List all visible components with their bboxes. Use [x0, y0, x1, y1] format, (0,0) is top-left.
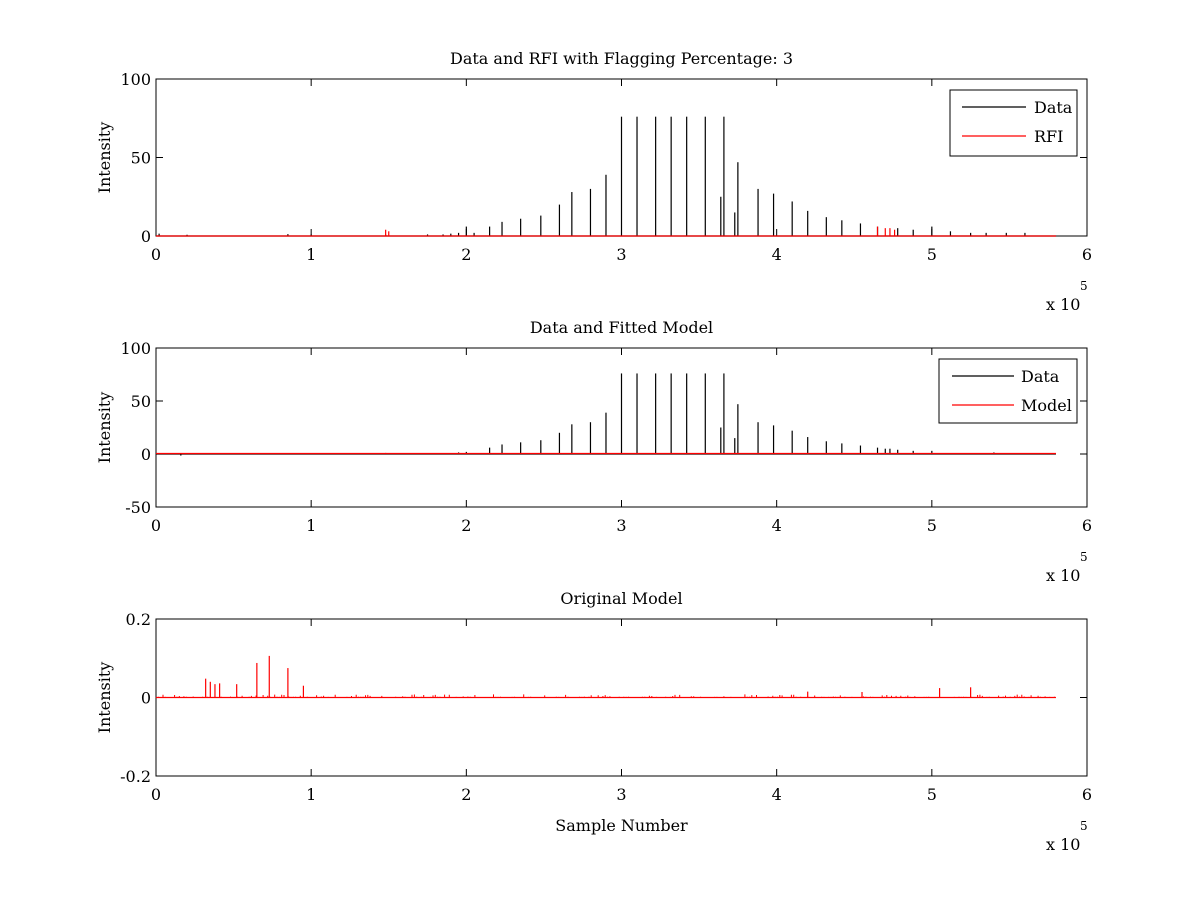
- legend-entry: Data: [1021, 367, 1060, 386]
- legend: Data RFI: [949, 89, 1078, 157]
- x-axis-label: Sample Number: [555, 816, 688, 835]
- subplot-3: Original Model Intensity Sample Number 0 1 2 3…: [95, 589, 1092, 854]
- x-multiplier-exponent: 5: [1080, 819, 1088, 833]
- x-tick-label: 3: [616, 516, 626, 535]
- x-tick-label: 4: [772, 245, 782, 264]
- series-rfi: [156, 226, 1056, 237]
- y-tick-label: 50: [131, 149, 151, 168]
- x-tick-label: 2: [461, 785, 471, 804]
- x-multiplier: x 10: [1046, 835, 1080, 854]
- x-tick-label: 6: [1082, 245, 1092, 264]
- series-noise: [155, 694, 1055, 698]
- y-axis-label: Intensity: [95, 662, 114, 734]
- subplot-2: Data and Fitted Model Intensity 0 1 2 3 4 5 6 -50…: [95, 318, 1092, 585]
- x-tick-label: 5: [927, 245, 937, 264]
- chart-title: Data and Fitted Model: [530, 318, 713, 337]
- x-tick-label: 1: [306, 785, 316, 804]
- x-tick-label: 1: [306, 516, 316, 535]
- y-tick-label: 0: [141, 227, 151, 246]
- x-tick-label: 2: [461, 245, 471, 264]
- y-tick-label: 0.2: [126, 610, 151, 629]
- legend-box: [938, 358, 1078, 424]
- x-tick-label: 6: [1082, 785, 1092, 804]
- x-tick-label: 2: [461, 516, 471, 535]
- y-tick-label: 50: [131, 392, 151, 411]
- legend: Data Model: [938, 358, 1078, 424]
- y-tick-label: -0.2: [120, 767, 151, 786]
- legend-entry: Model: [1021, 396, 1072, 415]
- x-tick-label: 4: [772, 516, 782, 535]
- legend-entry: Data: [1034, 98, 1073, 117]
- y-tick-label: 0: [141, 689, 151, 708]
- y-tick-label: -50: [125, 498, 151, 517]
- x-tick-label: 6: [1082, 516, 1092, 535]
- legend-box: [949, 89, 1078, 157]
- x-tick-label: 4: [772, 785, 782, 804]
- x-tick-label: 5: [927, 516, 937, 535]
- x-tick-label: 0: [151, 785, 161, 804]
- y-axis-label: Intensity: [95, 392, 114, 464]
- subplot-1: Data and RFI with Flagging Percentage: 3…: [95, 49, 1092, 314]
- series-model-0: [155, 655, 1056, 699]
- x-tick-label: 3: [616, 785, 626, 804]
- legend-entry: RFI: [1034, 127, 1063, 146]
- y-tick-label: 100: [120, 339, 151, 358]
- chart-title: Original Model: [560, 589, 682, 608]
- x-multiplier: x 10: [1046, 295, 1080, 314]
- x-tick-label: 5: [927, 785, 937, 804]
- x-tick-label: 0: [151, 245, 161, 264]
- x-multiplier-exponent: 5: [1080, 279, 1088, 293]
- x-multiplier: x 10: [1046, 566, 1080, 585]
- y-axis-label: Intensity: [95, 122, 114, 194]
- chart-title: Data and RFI with Flagging Percentage: 3: [450, 49, 793, 68]
- x-tick-label: 0: [151, 516, 161, 535]
- x-tick-label: 1: [306, 245, 316, 264]
- x-tick-label: 3: [616, 245, 626, 264]
- y-tick-label: 100: [120, 70, 151, 89]
- y-tick-label: 0: [141, 445, 151, 464]
- x-multiplier-exponent: 5: [1080, 550, 1088, 564]
